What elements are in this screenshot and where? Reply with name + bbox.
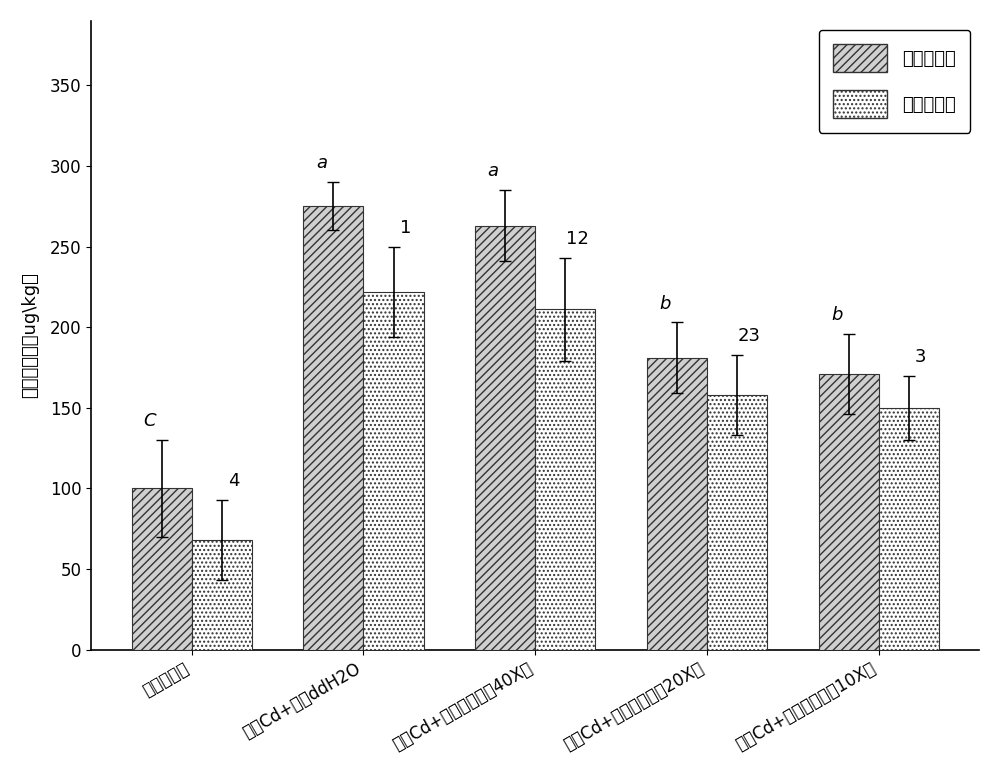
Text: 3: 3	[915, 348, 927, 366]
Bar	[535, 309, 595, 649]
Text: 4: 4	[228, 472, 240, 490]
Text: b: b	[831, 306, 842, 324]
Text: b: b	[659, 294, 671, 312]
Text: C: C	[143, 412, 156, 430]
Text: a: a	[316, 154, 327, 172]
Legend: 籼稻镉含量, 粳稻镉含量: 籼稻镉含量, 粳稻镉含量	[819, 30, 970, 133]
Bar	[475, 226, 535, 649]
Y-axis label: 糙米镉含量（ug\kg）: 糙米镉含量（ug\kg）	[21, 272, 39, 398]
Bar	[879, 408, 939, 649]
Bar	[132, 488, 192, 649]
Bar	[819, 374, 879, 649]
Text: 1: 1	[400, 219, 411, 237]
Bar	[647, 358, 707, 649]
Text: 12: 12	[566, 230, 589, 248]
Bar	[707, 395, 767, 649]
Bar	[192, 540, 252, 649]
Text: 23: 23	[738, 327, 761, 345]
Text: a: a	[488, 163, 499, 181]
Bar	[303, 206, 363, 649]
Bar	[363, 291, 424, 649]
